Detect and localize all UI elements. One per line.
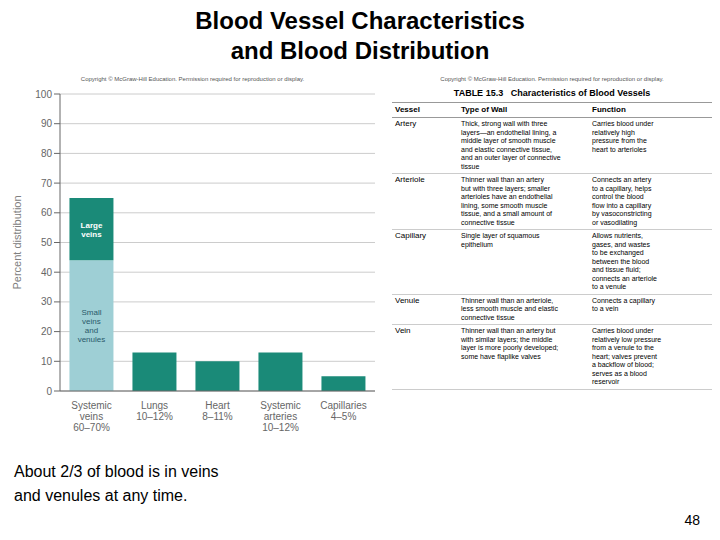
- svg-text:Smallveinsandvenules: Smallveinsandvenules: [78, 308, 106, 344]
- svg-text:0: 0: [46, 386, 52, 397]
- svg-text:100: 100: [35, 89, 52, 100]
- svg-text:Systemicarteries10–12%: Systemicarteries10–12%: [260, 400, 301, 433]
- svg-text:10: 10: [41, 356, 53, 367]
- html-text:Connects an artery to a capill: Connects an artery to a capillary, helps…: [592, 176, 652, 226]
- html-text:Artery: Artery: [395, 119, 417, 128]
- html-text:Thinner wall than an arteriole: Thinner wall than an arteriole, less smo…: [461, 296, 558, 321]
- html-text:Allows nutrients, gases, and w: Allows nutrients, gases, and wastes to b…: [592, 232, 657, 290]
- svg-text:40: 40: [41, 267, 53, 278]
- html-text:Blood Vessel Characteristics: Blood Vessel Characteristics: [195, 7, 525, 34]
- svg-text:90: 90: [41, 118, 53, 129]
- html-text:About 2/3 of blood is in veins: About 2/3 of blood is in veins and venul…: [14, 463, 219, 504]
- html-text:Thick, strong wall with three: Thick, strong wall with three layers—an …: [461, 120, 561, 170]
- svg-text:60: 60: [41, 207, 53, 218]
- html-text:Type of Wall: Type of Wall: [461, 104, 508, 114]
- html-text:Thinner wall than an artery bu: Thinner wall than an artery but with sim…: [461, 327, 559, 360]
- svg-text:80: 80: [41, 148, 53, 159]
- html-text:Venule: Venule: [395, 295, 420, 305]
- html-text:Capillary: Capillary: [395, 231, 427, 240]
- svg-text:Heart8–11%: Heart8–11%: [202, 400, 233, 422]
- svg-text:70: 70: [41, 178, 53, 189]
- html-text:Single layer of squamous epith: Single layer of squamous epithelium: [461, 232, 540, 248]
- svg-text:20: 20: [41, 326, 53, 337]
- svg-text:50: 50: [41, 237, 53, 248]
- html-text:and Blood Distribution: and Blood Distribution: [230, 37, 490, 64]
- html-text:Vein: Vein: [395, 326, 411, 335]
- html-text:Copyright © McGraw-Hill Educat: Copyright © McGraw-Hill Education. Permi…: [440, 76, 664, 82]
- svg-text:30: 30: [41, 296, 53, 307]
- html-text:Carries blood under relatively: Carries blood under relatively high pres…: [592, 120, 654, 153]
- svg-text:Percent distribution: Percent distribution: [11, 195, 23, 289]
- html-text:Arteriole: Arteriole: [395, 175, 425, 184]
- svg-text:Lungs10–12%: Lungs10–12%: [136, 400, 173, 422]
- html-text:TABLE 15.3 Characteristics of: TABLE 15.3 Characteristics of Blood Vess…: [453, 88, 651, 98]
- html-text:48: 48: [684, 512, 700, 528]
- html-text:Vessel: Vessel: [395, 104, 420, 114]
- html-text:Function: Function: [592, 104, 626, 114]
- svg-text:Systemicveins60–70%: Systemicveins60–70%: [71, 400, 112, 433]
- html-text:Connects a capillary to a vein: Connects a capillary to a vein: [592, 296, 655, 312]
- html-text:Carries blood under relatively: Carries blood under relatively low press…: [592, 327, 662, 385]
- html-text:Copyright © McGraw-Hill Educat: Copyright © McGraw-Hill Education. Permi…: [80, 76, 305, 82]
- html-text:Thinner wall than an artery bu: Thinner wall than an artery but with thr…: [461, 176, 553, 226]
- svg-text:Largeveins: Largeveins: [81, 220, 103, 238]
- svg-text:Capillaries4–5%: Capillaries4–5%: [320, 400, 367, 422]
